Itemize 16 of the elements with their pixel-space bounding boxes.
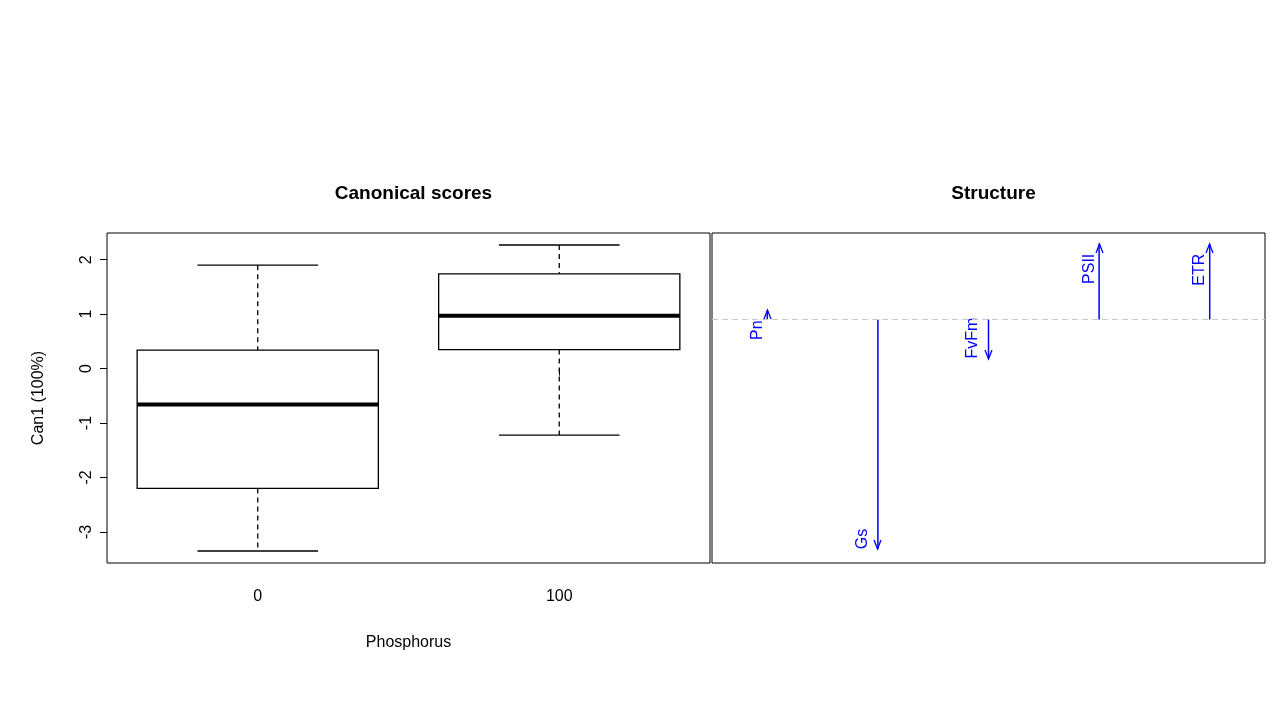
chart-title: Canonical scores [334, 182, 493, 203]
x-tick-label: ETR [1190, 253, 1208, 286]
x-tick-label: PSII [1079, 253, 1097, 284]
x-tick-label: Gs [852, 528, 870, 550]
y-tick-label: -2 [76, 470, 94, 485]
x-axis-title: Phosphorus [365, 632, 452, 650]
x-tick-label: FvFm [963, 317, 981, 359]
y-tick-label: 2 [76, 255, 94, 265]
y-axis-title: Can1 (100%) [28, 350, 46, 446]
y-tick-label: -1 [76, 415, 94, 431]
x-tick-label: 100 [545, 586, 573, 604]
y-tick-label: -3 [76, 524, 94, 540]
y-tick-label: 0 [76, 364, 94, 374]
y-tick-label: 1 [76, 309, 94, 319]
chart-title: Structure [951, 182, 1036, 203]
x-tick-label: Pn [748, 320, 766, 340]
